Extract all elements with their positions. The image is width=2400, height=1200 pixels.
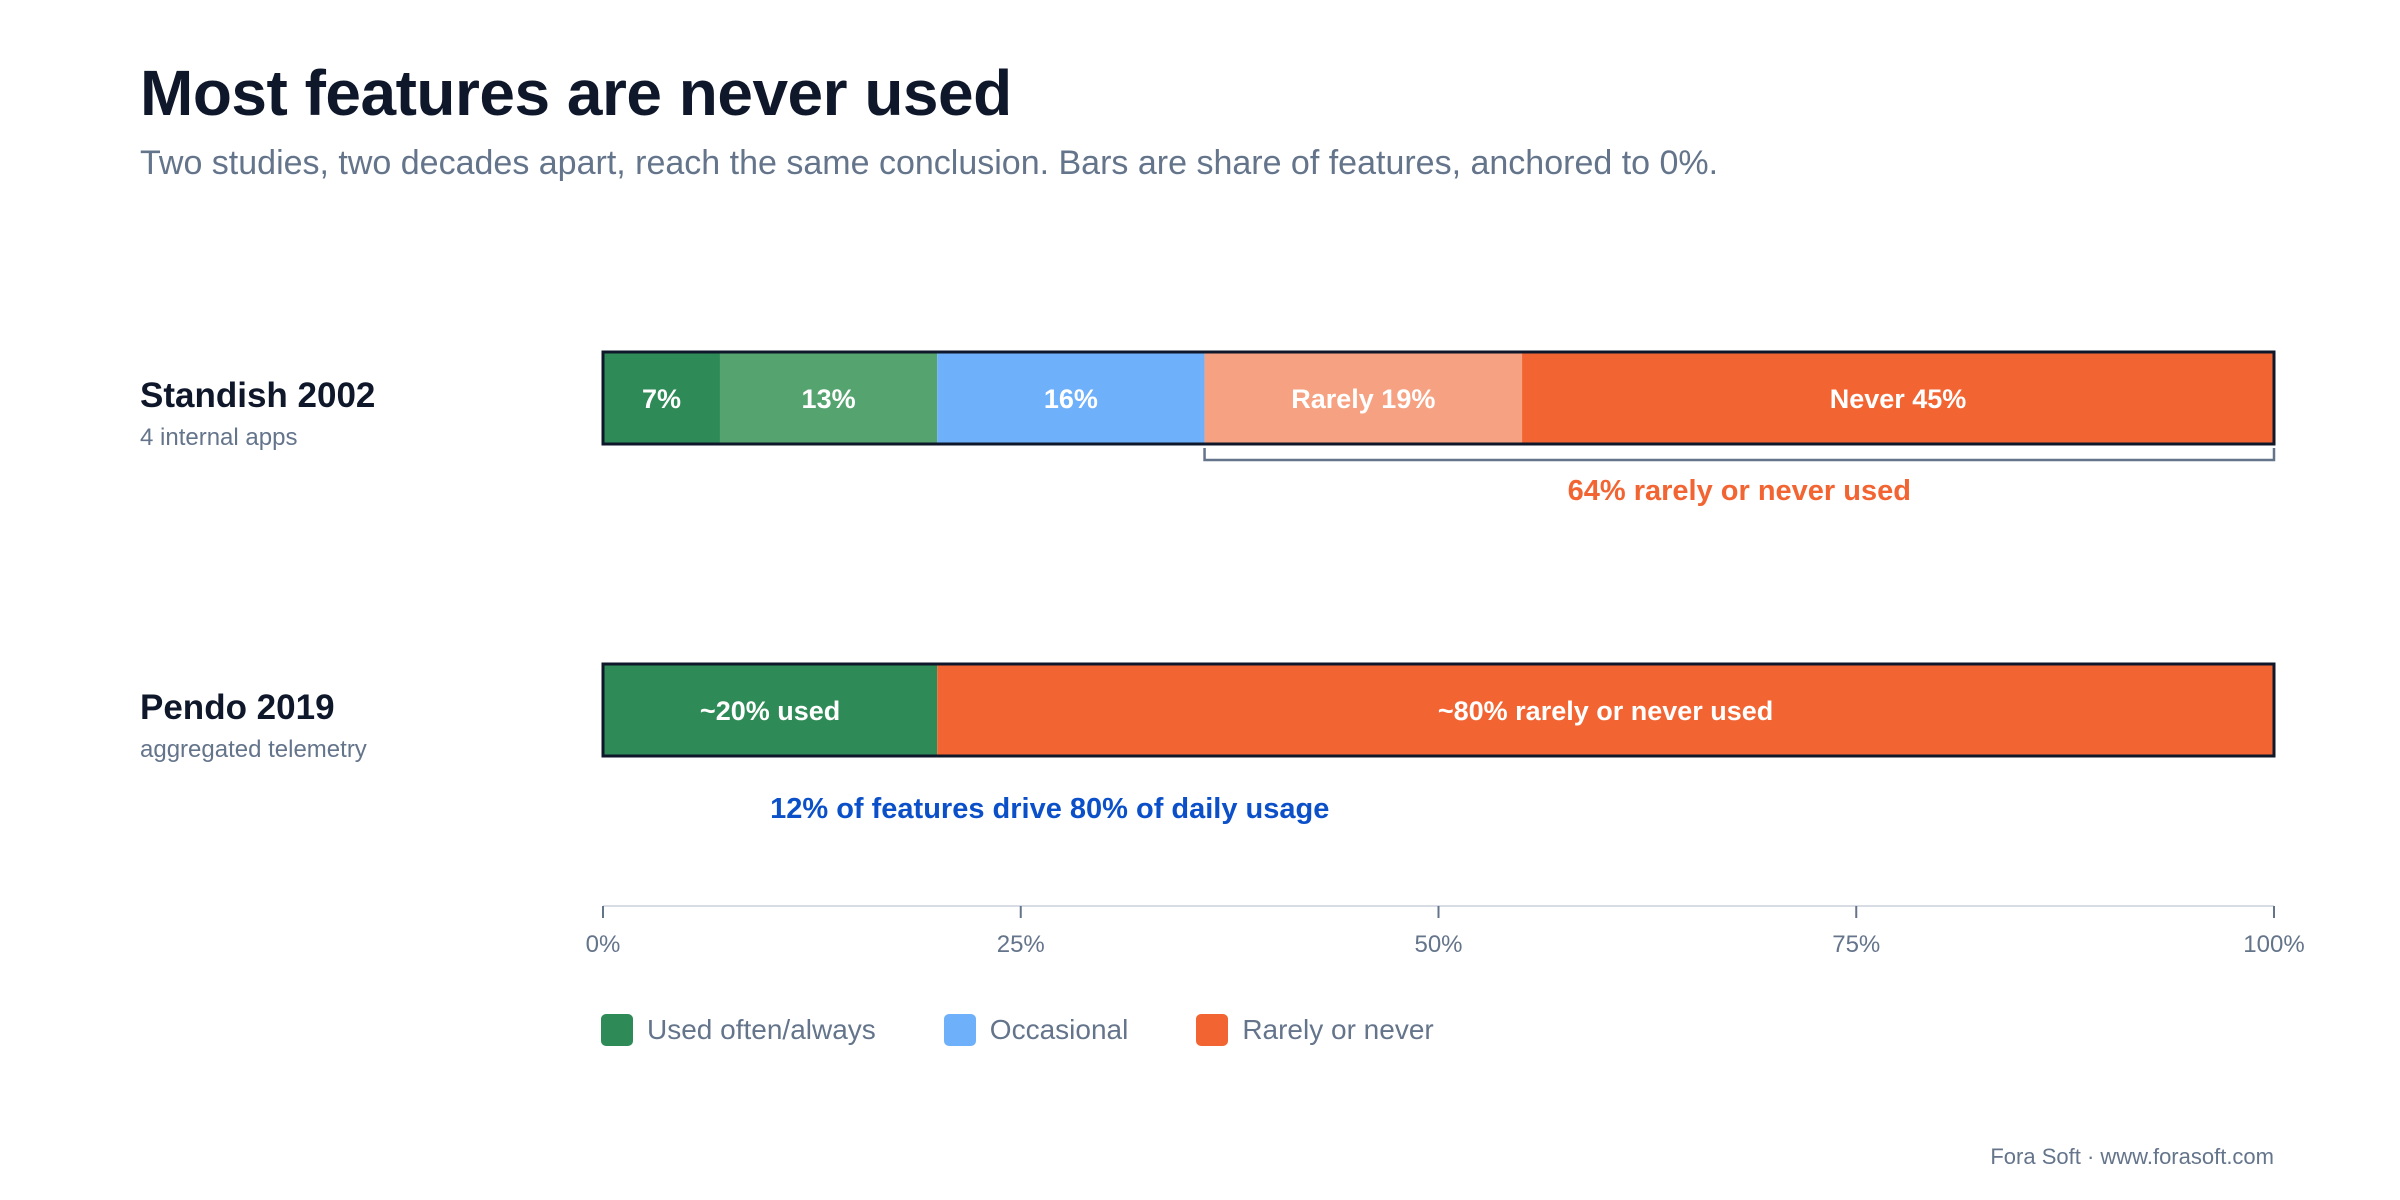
x-tick-label: 75% bbox=[1832, 931, 1880, 958]
bar-segment bbox=[1522, 352, 2274, 444]
bar-segment-label: Rarely 19% bbox=[1291, 384, 1435, 414]
bar-outline bbox=[601, 662, 2276, 758]
legend: Used often/always Occasional Rarely or n… bbox=[601, 1014, 1502, 1046]
legend-label-occasional: Occasional bbox=[989, 1014, 1129, 1045]
legend-item-used: Used often/always bbox=[601, 1014, 876, 1046]
legend-item-occasional: Occasional bbox=[943, 1014, 1129, 1046]
footer-credit: Fora Soft · www.forasoft.com bbox=[1990, 1144, 2274, 1169]
x-tick-label: 50% bbox=[1414, 931, 1462, 958]
annotation-pendo: 12% of features drive 80% of daily usage bbox=[770, 793, 1329, 825]
bar-segment-label: 7% bbox=[642, 384, 681, 414]
row-label-standish: Standish 2002 bbox=[140, 376, 376, 415]
bar-segment bbox=[1204, 352, 1523, 444]
bar-segment-label: ~80% rarely or never used bbox=[1438, 696, 1773, 726]
annotation-standish: 64% rarely or never used bbox=[1568, 475, 1911, 507]
bar-segment bbox=[937, 352, 1205, 444]
legend-swatch-occasional bbox=[943, 1014, 976, 1046]
x-tick-label: 100% bbox=[2243, 931, 2304, 958]
bracket-rarely-never bbox=[1203, 448, 2276, 462]
legend-swatch-used bbox=[601, 1014, 633, 1046]
bar-outline bbox=[601, 350, 2276, 446]
legend-label-rarely: Rarely or never bbox=[1242, 1014, 1434, 1045]
x-tick-label: 25% bbox=[997, 931, 1045, 958]
row-subtitle-pendo: aggregated telemetry bbox=[140, 736, 367, 763]
bar-segment-label: 16% bbox=[1044, 384, 1098, 414]
row-label-pendo: Pendo 2019 bbox=[140, 688, 335, 727]
bar-segment-label: 13% bbox=[802, 384, 856, 414]
bar-segment bbox=[719, 352, 938, 444]
legend-item-rarely: Rarely or never bbox=[1196, 1014, 1434, 1046]
bar-segment-label: Never 45% bbox=[1830, 384, 1967, 414]
bar-segment-label: ~20% used bbox=[700, 696, 840, 726]
chart-subtitle: Two studies, two decades apart, reach th… bbox=[140, 144, 1719, 182]
chart-title: Most features are never used bbox=[140, 57, 1012, 129]
legend-label-used: Used often/always bbox=[647, 1014, 876, 1045]
bar-segment bbox=[603, 352, 720, 444]
legend-swatch-rarely bbox=[1196, 1014, 1229, 1046]
bar-segment bbox=[937, 664, 2275, 756]
x-tick-label: 0% bbox=[586, 931, 621, 958]
row-subtitle-standish: 4 internal apps bbox=[140, 424, 298, 451]
bar-segment bbox=[603, 664, 938, 756]
